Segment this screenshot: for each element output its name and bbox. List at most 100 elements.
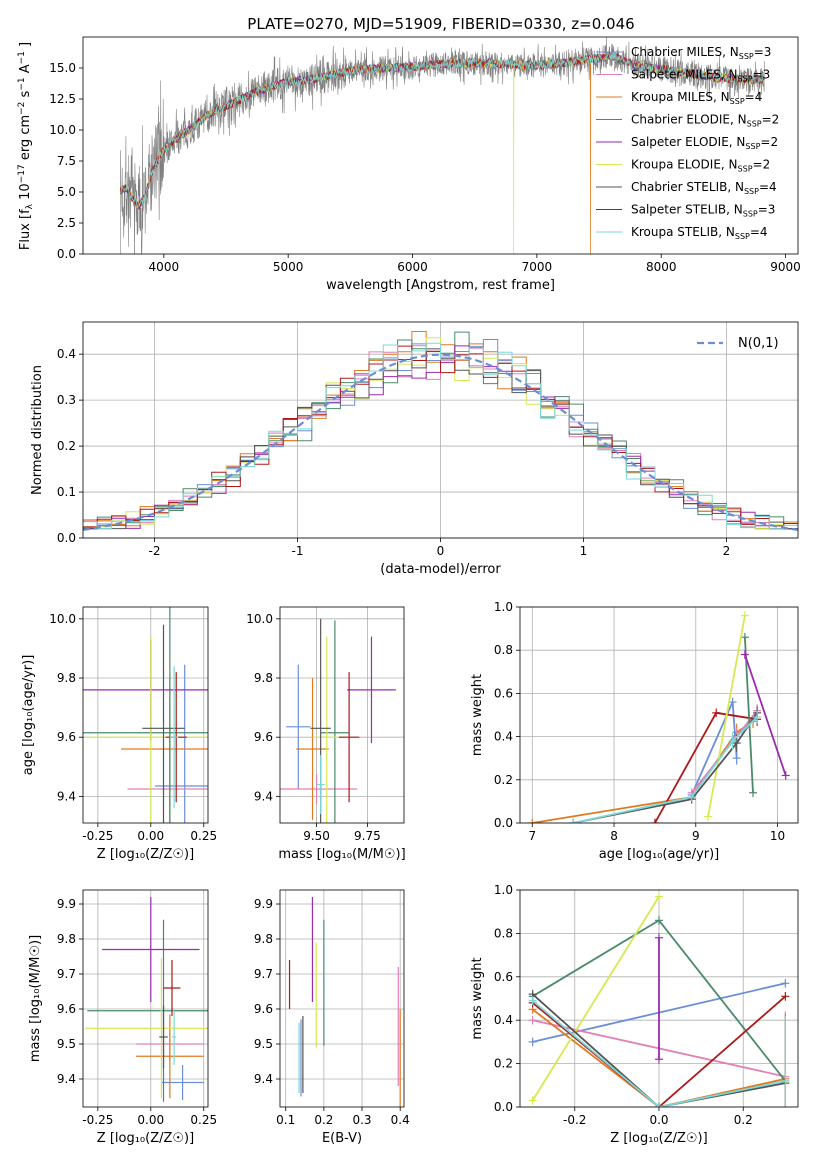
series-ks [528, 996, 790, 1107]
series-line-ke [531, 896, 660, 1101]
legend-nssp: =3 [753, 68, 771, 82]
plot-frame [82, 889, 209, 1108]
x-axis-label: Z [log₁₀(Z/Z☉)] [610, 1131, 707, 1146]
y-tick-label: 0.0 [494, 816, 513, 830]
legend-label-ss: Salpeter STELIB, NSSP=3 [631, 203, 775, 219]
panel-mass_weight_vs_Z: -0.2 0.0 0.2 0.0 0.2 0.4 0.6 0.8 1.0 Z [log₁₀(Z/Z… [470, 883, 799, 1146]
legend-nssp: =2 [753, 158, 771, 172]
errorbar-se [347, 636, 396, 744]
legend-name: Chabrier STELIB, N [631, 180, 744, 194]
panel-age_vs_mass: 9.50 9.75 9.4 9.6 9.8 10.0 mass [log₁₀(M/M☉)] [246, 606, 406, 862]
plot-area [280, 618, 396, 823]
legend-nssp: =3 [758, 203, 776, 217]
plot-area [83, 331, 798, 531]
x-tick-label: 0.00 [137, 829, 164, 843]
plot-layer: 4000 5000 6000 7000 8000 90000.02.55.07.510.0… [17, 36, 801, 1146]
y-axis-label: Normed distribution [30, 365, 45, 495]
x-tick-label: 7 [528, 829, 536, 843]
y-axis-label-part: −17 [17, 164, 27, 183]
x-tick-label: 4000 [149, 260, 180, 274]
y-tick-label: 10.0 [49, 612, 76, 626]
y-tick-label: 0.1 [57, 485, 76, 499]
y-tick-label: 9.6 [57, 730, 76, 744]
y-axis-label-part: erg cm [18, 115, 33, 164]
legend-name: Salpeter ELODIE, N [631, 135, 745, 149]
y-tick-label: 9.5 [57, 1037, 76, 1051]
x-tick-label: -0.25 [82, 829, 113, 843]
y-tick-label: 9.6 [254, 1002, 273, 1016]
legend-name: Kroupa MILES, N [631, 90, 730, 104]
y-tick-label: 7.5 [57, 154, 76, 168]
legend-label-cs: Chabrier STELIB, NSSP=4 [631, 180, 777, 196]
y-tick-label: 0.8 [494, 643, 513, 657]
errorbar-ss [163, 960, 181, 1016]
x-tick-label: 1 [580, 544, 588, 558]
y-tick-label: 0.0 [57, 531, 76, 545]
y-tick-label: 9.9 [57, 897, 76, 911]
legend-nssp: =2 [760, 135, 778, 149]
errorbar-ks [171, 1009, 177, 1065]
y-tick-label: 9.8 [254, 932, 273, 946]
errorbar-cs [142, 624, 185, 823]
legend-label-ke: Kroupa ELODIE, NSSP=2 [631, 158, 770, 174]
x-tick-label: 9.75 [354, 829, 381, 843]
x-tick-label: 0.2 [734, 1113, 753, 1127]
x-tick-label: 2 [723, 544, 731, 558]
plot-frame [82, 606, 209, 824]
y-axis-label-part: −1 [17, 77, 27, 90]
series-line-ss [532, 995, 786, 1107]
y-axis-label-part: λ [25, 203, 35, 209]
x-axis-label: Z [log₁₀(Z/Z☉)] [97, 847, 194, 862]
y-tick-label: 0.4 [494, 730, 513, 744]
plot-frame [82, 321, 799, 539]
x-tick-label: 0.25 [190, 1113, 217, 1127]
errorbar-ke [87, 636, 208, 823]
y-axis-label: mass weight [470, 674, 485, 756]
legend-name: Salpeter MILES, N [631, 68, 738, 82]
errorbar-ss [338, 672, 360, 803]
y-tick-label: 0.8 [494, 926, 513, 940]
legend-label-km: Kroupa MILES, NSSP=4 [631, 90, 762, 106]
series-se [655, 933, 663, 1064]
x-axis-label: E(B-V) [322, 1131, 362, 1146]
series-line-ks [572, 716, 758, 823]
errorbar-cm [155, 664, 208, 823]
model-spectrum-ks [120, 52, 765, 209]
plot-area [83, 607, 208, 823]
y-axis-label-part: s [18, 90, 33, 101]
x-tick-label: -0.2 [563, 1113, 586, 1127]
y-tick-label: 9.6 [57, 1002, 76, 1016]
series-line-se [744, 654, 787, 776]
errorbar-sm [280, 774, 358, 804]
y-tick-label: 2.5 [57, 216, 76, 230]
x-tick-label: 7000 [522, 260, 553, 274]
y-tick-label: 9.7 [57, 967, 76, 981]
y-tick-label: 0.0 [57, 247, 76, 261]
legend-sub: SSP [745, 142, 760, 151]
y-tick-label: 0.3 [57, 393, 76, 407]
plot-frame [519, 606, 799, 824]
x-axis-label: mass [log₁₀(M/M☉)] [278, 847, 405, 862]
legend-sub: SSP [739, 52, 754, 61]
x-tick-label: 0 [437, 544, 445, 558]
y-axis-label-part: −2 [17, 102, 27, 115]
y-tick-label: 0.6 [494, 686, 513, 700]
plot-frame [279, 889, 405, 1108]
y-axis-label: mass [log₁₀(M/M☉)] [28, 935, 43, 1062]
x-tick-label: 9 [692, 829, 700, 843]
errorbar-cm [286, 664, 311, 789]
y-tick-label: 10.0 [246, 612, 273, 626]
y-tick-label: 10.0 [49, 123, 76, 137]
x-tick-label: -0.25 [82, 1113, 113, 1127]
x-tick-label: 0.2 [314, 1113, 333, 1127]
plot-area [528, 892, 790, 1107]
legend-label-sm: Salpeter MILES, NSSP=3 [631, 68, 770, 84]
series-ce [740, 632, 758, 798]
errorbar-cm [161, 1065, 204, 1100]
legend-name: Kroupa ELODIE, N [631, 158, 738, 172]
legend-nssp: =4 [750, 225, 768, 239]
y-tick-label: 0.0 [494, 1100, 513, 1114]
figure-title: PLATE=0270, MJD=51909, FIBERID=0330, z=0… [247, 15, 634, 33]
